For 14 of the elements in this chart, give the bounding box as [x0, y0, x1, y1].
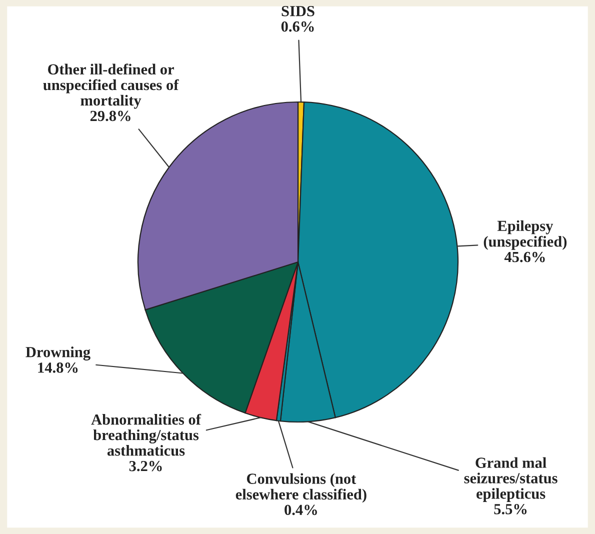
- slice-label: SIDS: [282, 6, 314, 16]
- slice-label: Drowning: [26, 346, 90, 360]
- slice-label: Epilepsy (unspecified): [484, 220, 567, 250]
- data-label: 0.6%: [281, 21, 314, 32]
- data-label: 45.6%: [504, 252, 545, 262]
- slice-label: Grand mal seizures/status epilepticus: [464, 457, 558, 502]
- slice-label: Abnormalities of breathing/status asthmaticus: [91, 414, 202, 456]
- data-label: 5.5%: [494, 504, 527, 514]
- data-label: 3.2%: [129, 460, 162, 472]
- data-label: 0.4%: [284, 504, 317, 516]
- slice-label: Convulsions (not elsewhere classified): [236, 473, 366, 503]
- data-label: 14.8%: [38, 362, 78, 373]
- slice-label: Other ill-defined or unspecified causes of mortality: [43, 64, 179, 109]
- data-label: 29.8%: [90, 110, 130, 122]
